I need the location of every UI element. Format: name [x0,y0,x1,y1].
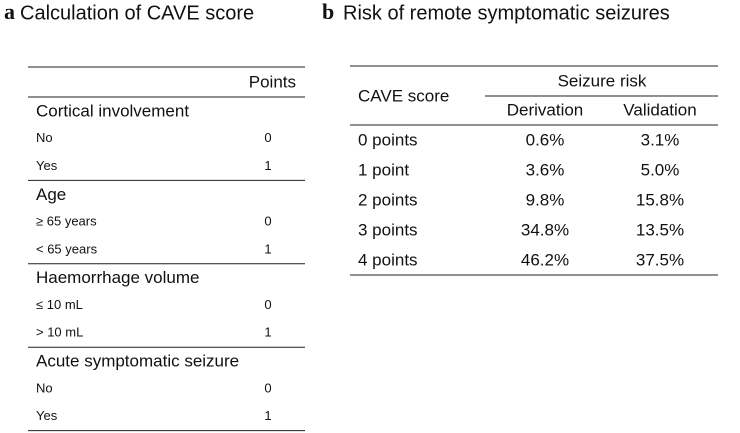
points: 1 [264,325,271,340]
panel-label: b [322,0,334,24]
panel-title: Risk of remote symptomatic seizures [343,2,670,24]
cell: 46.2% [521,250,569,269]
section-title: Cortical involvement [36,101,189,120]
row-label: No [36,130,53,145]
group-header: Seizure risk [558,71,647,90]
section-title: Age [36,185,66,204]
row-label: 1 point [358,160,409,179]
row-label: 3 points [358,220,418,239]
row-label: Yes [36,408,58,423]
row-label: > 10 mL [36,325,83,340]
row-label: < 65 years [36,241,98,256]
cell: 0.6% [526,130,565,149]
section-title: Acute symptomatic seizure [36,352,239,371]
cell: 9.8% [526,190,565,209]
cell: 34.8% [521,220,569,239]
cell: 5.0% [641,160,680,179]
row-header: CAVE score [358,86,449,105]
cell: 3.6% [526,160,565,179]
row-label: 2 points [358,190,418,209]
column-header: Points [249,72,296,91]
cell: 13.5% [636,220,684,239]
column-header: Validation [623,100,696,119]
row-label: 4 points [358,250,418,269]
row-label: 0 points [358,130,418,149]
cell: 15.8% [636,190,684,209]
panel-title: Calculation of CAVE score [20,2,254,24]
points: 0 [264,130,271,145]
cell: 37.5% [636,250,684,269]
row-label: No [36,380,53,395]
points: 1 [264,158,271,173]
points: 1 [264,408,271,423]
panel-label: a [4,0,15,24]
column-header: Derivation [507,100,584,119]
row-label: ≥ 65 years [36,214,97,229]
points: 0 [264,380,271,395]
points: 1 [264,241,271,256]
points: 0 [264,297,271,312]
cell: 3.1% [641,130,680,149]
section-title: Haemorrhage volume [36,268,199,287]
row-label: ≤ 10 mL [36,297,83,312]
points: 0 [264,214,271,229]
row-label: Yes [36,158,58,173]
